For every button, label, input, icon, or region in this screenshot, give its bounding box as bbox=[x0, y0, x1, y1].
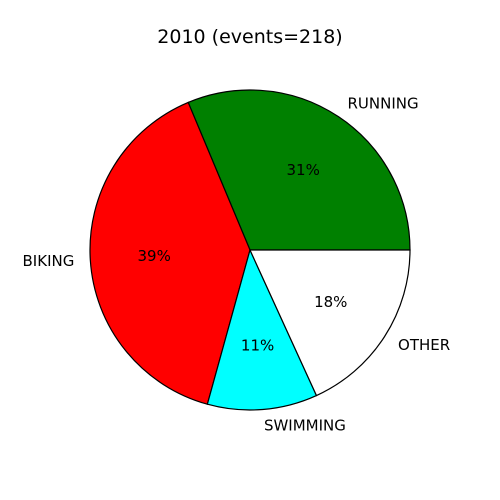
pct-label-other: 18% bbox=[314, 293, 347, 311]
pie-slice-biking bbox=[89, 101, 251, 405]
pct-label-running: 31% bbox=[287, 161, 320, 179]
pie-slice-running bbox=[187, 89, 411, 251]
category-label-running: RUNNING bbox=[347, 94, 418, 112]
pct-label-biking: 39% bbox=[138, 247, 171, 265]
pct-label-swimming: 11% bbox=[241, 337, 274, 355]
pie-slices bbox=[89, 89, 411, 411]
pie-labels: 31% RUNNING 39% BIKING 11% SWIMMING 18% OTHER bbox=[23, 94, 451, 434]
category-label-other: OTHER bbox=[398, 336, 450, 354]
pie-slice-swimming bbox=[206, 248, 318, 411]
category-label-biking: BIKING bbox=[23, 252, 75, 270]
chart-title: 2010 (events=218) bbox=[157, 26, 342, 48]
pie-slice-other bbox=[249, 249, 411, 397]
category-label-swimming: SWIMMING bbox=[264, 416, 346, 434]
